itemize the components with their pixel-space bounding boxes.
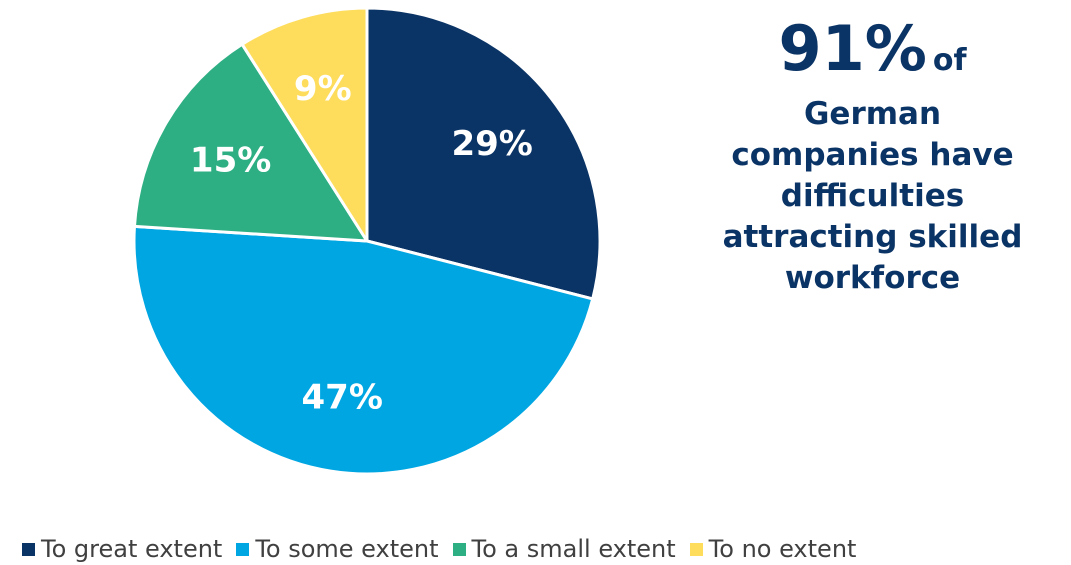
callout-of-text: of <box>932 43 967 78</box>
slice-label-1: 29% <box>451 124 532 164</box>
legend-label: To great extent <box>41 535 223 563</box>
slice-label-2: 47% <box>302 377 383 417</box>
legend-swatch <box>236 542 250 556</box>
legend: To great extent To some extent To a small … <box>22 535 870 563</box>
legend-item-2: To some extent <box>236 535 439 563</box>
pie-slice-3 <box>132 42 369 243</box>
pie-slice-4 <box>240 6 369 243</box>
pie-slice-2 <box>132 224 595 476</box>
pie-chart: 29% 47% 15% 9% <box>132 6 602 476</box>
legend-label: To a small extent <box>471 535 676 563</box>
legend-swatch <box>689 542 703 556</box>
legend-label: To some extent <box>255 535 439 563</box>
legend-swatch <box>22 542 35 556</box>
legend-item-3: To a small extent <box>452 535 676 563</box>
slice-label-4: 9% <box>294 69 352 109</box>
callout-big-number: 91% <box>778 12 927 85</box>
pie-slice-1 <box>365 6 602 301</box>
callout-headline: 91% of <box>700 18 1045 80</box>
legend-item-1: To great extent <box>22 535 222 563</box>
legend-item-4: To no extent <box>689 535 857 563</box>
callout: 91% of German companies have difficulties… <box>700 18 1045 299</box>
slice-label-3: 15% <box>190 140 271 180</box>
callout-description: German companies have difficulties attra… <box>722 96 1023 296</box>
legend-label: To no extent <box>708 535 857 563</box>
legend-swatch <box>452 542 466 556</box>
